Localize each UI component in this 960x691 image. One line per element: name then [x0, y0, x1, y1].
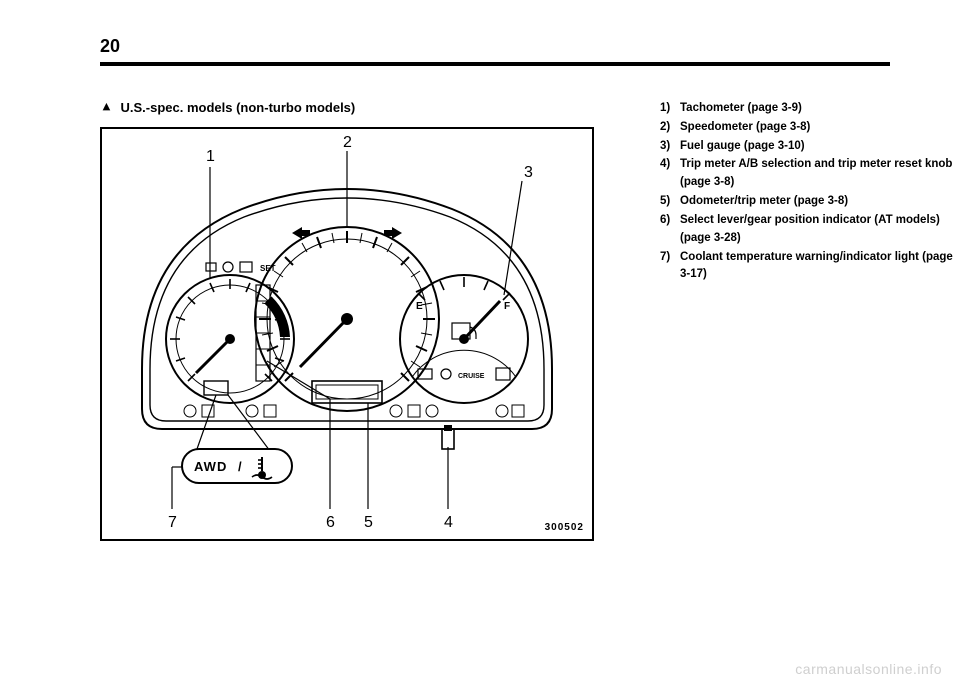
top-rule: [100, 62, 890, 66]
callout-1: 1: [206, 148, 215, 165]
figure-code: 300502: [545, 522, 584, 533]
legend-item-number: 1): [660, 100, 680, 118]
legend-item-text: Speedometer (page 3-8): [680, 119, 960, 137]
svg-text:E: E: [416, 301, 423, 312]
callout-6: 6: [326, 514, 335, 531]
legend-item-text: Select lever/gear position indicator (AT…: [680, 212, 960, 248]
callout-3: 3: [524, 164, 533, 181]
callout-7: 7: [168, 514, 177, 531]
legend-item: 6)Select lever/gear position indicator (…: [660, 212, 960, 248]
heading-marker-icon: ▼: [100, 100, 113, 115]
legend-item-number: 5): [660, 193, 680, 211]
legend-item-number: 2): [660, 119, 680, 137]
svg-text:SET: SET: [260, 264, 276, 273]
legend-item: 3)Fuel gauge (page 3-10): [660, 138, 960, 156]
legend-item-number: 6): [660, 212, 680, 248]
instrument-cluster-figure: SET E F: [100, 127, 594, 541]
legend-item: 1)Tachometer (page 3-9): [660, 100, 960, 118]
legend-item-text: Coolant temperature warning/indicator li…: [680, 249, 960, 285]
figure-legend: 1)Tachometer (page 3-9)2)Speedometer (pa…: [660, 100, 960, 285]
callout-2: 2: [343, 134, 352, 151]
callout-4: 4: [444, 514, 453, 531]
legend-item: 7)Coolant temperature warning/indicator …: [660, 249, 960, 285]
legend-item-text: Tachometer (page 3-9): [680, 100, 960, 118]
svg-text:CRUISE: CRUISE: [458, 373, 485, 380]
legend-item: 4)Trip meter A/B selection and trip mete…: [660, 156, 960, 192]
callout-5: 5: [364, 514, 373, 531]
legend-item-number: 7): [660, 249, 680, 285]
content-area: ▼ U.S.-spec. models (non-turbo models): [100, 100, 890, 651]
cluster-svg: SET E F: [102, 129, 592, 539]
legend-item-text: Trip meter A/B selection and trip meter …: [680, 156, 960, 192]
svg-text:/: /: [238, 459, 242, 474]
legend-item-number: 4): [660, 156, 680, 192]
legend-item-text: Fuel gauge (page 3-10): [680, 138, 960, 156]
heading-text: U.S.-spec. models (non-turbo models): [121, 100, 356, 115]
legend-item-text: Odometer/trip meter (page 3-8): [680, 193, 960, 211]
svg-text:F: F: [504, 301, 510, 312]
svg-text:AWD: AWD: [194, 459, 227, 474]
legend-item-number: 3): [660, 138, 680, 156]
legend-item: 2)Speedometer (page 3-8): [660, 119, 960, 137]
watermark: carmanualsonline.info: [795, 661, 942, 677]
page-number: 20: [100, 36, 120, 57]
legend-item: 5)Odometer/trip meter (page 3-8): [660, 193, 960, 211]
manual-page: 20 ▼ U.S.-spec. models (non-turbo models…: [0, 0, 960, 691]
